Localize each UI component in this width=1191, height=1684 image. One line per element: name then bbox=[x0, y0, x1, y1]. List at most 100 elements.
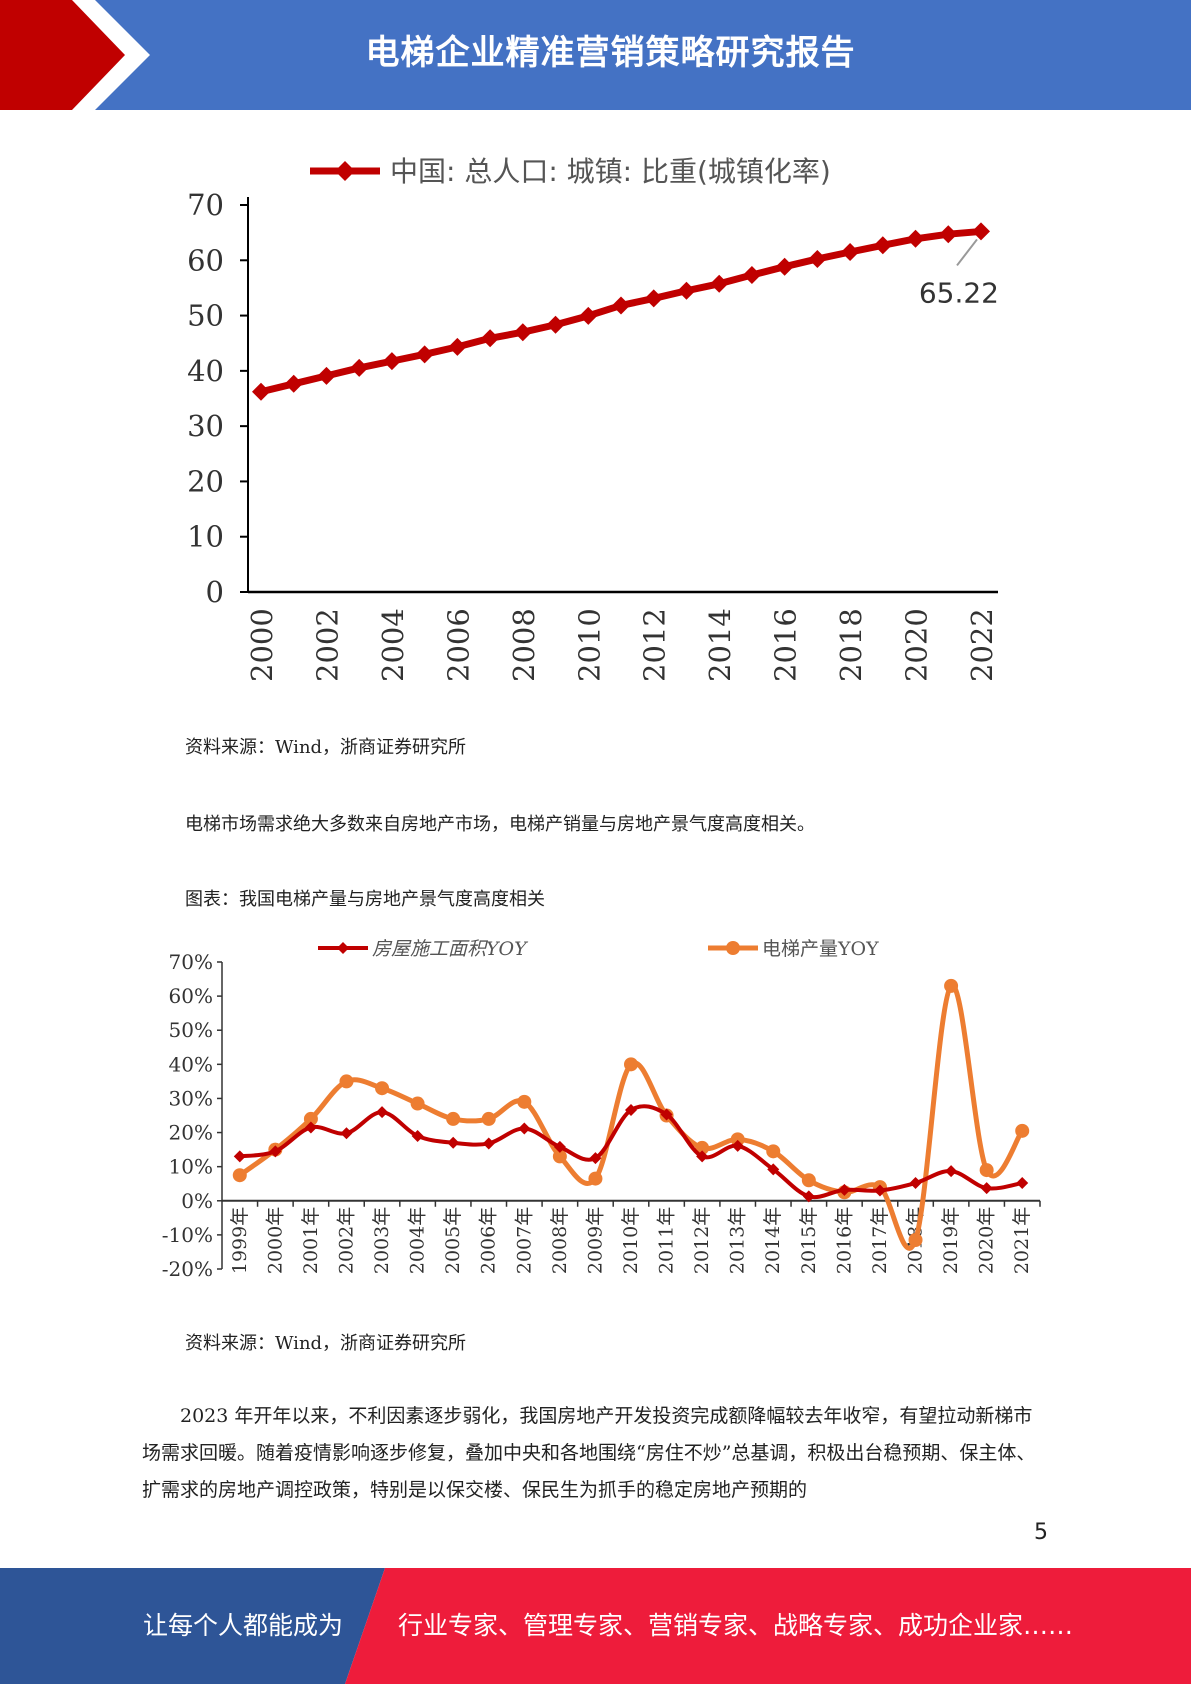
x-tick-label: 2016年 bbox=[833, 1207, 855, 1274]
data-point bbox=[303, 1111, 318, 1126]
x-tick-label: 2010 bbox=[572, 608, 606, 682]
x-tick-label: 2022 bbox=[965, 608, 999, 682]
data-point bbox=[801, 1173, 816, 1188]
x-tick-label: 1999年 bbox=[229, 1207, 251, 1274]
y-tick-label: 70 bbox=[187, 188, 224, 222]
x-tick-label: 2008 bbox=[507, 608, 541, 682]
y-tick-label: 20 bbox=[187, 464, 224, 498]
data-point bbox=[660, 1108, 673, 1121]
data-point bbox=[1016, 1177, 1029, 1190]
data-point bbox=[517, 1094, 532, 1109]
data-point bbox=[808, 249, 827, 268]
x-tick-label: 2012 bbox=[638, 608, 672, 682]
data-point bbox=[775, 257, 794, 276]
data-point bbox=[340, 1127, 353, 1140]
data-point bbox=[448, 337, 467, 356]
data-point bbox=[742, 266, 761, 285]
legend: 中国: 总人口: 城镇: 比重(城镇化率) bbox=[310, 155, 831, 188]
x-tick-label: 2020 bbox=[900, 608, 934, 682]
x-tick-label: 2014 bbox=[703, 608, 737, 682]
data-point bbox=[579, 306, 598, 325]
x-tick-label: 2017年 bbox=[869, 1207, 891, 1274]
data-point bbox=[644, 289, 663, 308]
page-footer: 让每个人都能成为 行业专家、管理专家、营销专家、战略专家、成功企业家…… bbox=[0, 1568, 1191, 1684]
figure-title: 图表：我国电梯产量与房地产景气度高度相关 bbox=[185, 889, 545, 910]
header-chevron-icon bbox=[0, 0, 150, 110]
x-tick-label: 2004 bbox=[376, 608, 410, 682]
y-tick-label: 30 bbox=[187, 409, 224, 443]
y-tick-label: -20% bbox=[162, 1257, 213, 1281]
data-point bbox=[447, 1136, 460, 1149]
x-tick-label: 2013年 bbox=[727, 1207, 749, 1274]
data-point bbox=[553, 1140, 566, 1153]
data-point bbox=[375, 1081, 390, 1096]
y-tick-label: 50 bbox=[187, 299, 224, 333]
footer-left-shape bbox=[0, 1568, 385, 1684]
data-point bbox=[481, 1111, 496, 1126]
data-point bbox=[980, 1182, 993, 1195]
data-point bbox=[677, 281, 696, 300]
x-tick-label: 2016 bbox=[769, 608, 803, 682]
data-point bbox=[339, 1074, 354, 1089]
data-point bbox=[625, 1104, 637, 1117]
x-tick-label: 2012年 bbox=[691, 1207, 713, 1274]
data-point bbox=[766, 1144, 781, 1159]
data-point bbox=[696, 1150, 709, 1163]
data-point bbox=[410, 1096, 425, 1111]
y-tick-label: 40 bbox=[187, 354, 224, 388]
data-point bbox=[944, 978, 959, 993]
legend-label: 房屋施工面积YOY bbox=[372, 938, 529, 960]
data-point bbox=[906, 229, 925, 248]
body-paragraph: 2023 年开年以来，不利因素逐步弱化，我国房地产开发投资完成额降幅较去年收窄，… bbox=[142, 1405, 1036, 1501]
x-tick-label: 2003年 bbox=[371, 1207, 393, 1274]
x-tick-label: 2000 bbox=[245, 608, 279, 682]
data-point bbox=[304, 1121, 317, 1134]
y-tick-label: 60% bbox=[169, 984, 213, 1008]
legend-marker bbox=[335, 161, 355, 181]
y-tick-label: -10% bbox=[162, 1223, 213, 1247]
y-tick-label: 0 bbox=[206, 575, 224, 609]
data-point bbox=[909, 1177, 922, 1190]
source-caption-1: 资料来源：Wind，浙商证券研究所 bbox=[185, 737, 467, 758]
data-point bbox=[252, 382, 270, 401]
data-point bbox=[873, 1184, 886, 1197]
x-tick-label: 2006年 bbox=[478, 1207, 500, 1274]
data-point bbox=[376, 1106, 389, 1119]
intro-text: 电梯市场需求绝大多数来自房地产市场，电梯产销量与房地产景气度高度相关。 bbox=[185, 814, 815, 835]
y-tick-label: 60 bbox=[187, 243, 224, 277]
report-title: 电梯企业精准营销策略研究报告 bbox=[365, 33, 856, 73]
y-tick-label: 0% bbox=[181, 1189, 213, 1213]
y-tick-label: 30% bbox=[169, 1086, 213, 1110]
x-tick-label: 2006 bbox=[441, 608, 475, 682]
data-point bbox=[513, 323, 532, 342]
legend-label: 中国: 总人口: 城镇: 比重(城镇化率) bbox=[390, 155, 831, 188]
x-tick-label: 2010年 bbox=[620, 1207, 642, 1274]
series-line bbox=[239, 1104, 1023, 1200]
elevator-real-estate-chart: 房屋施工面积YOY 电梯产量YOY 70% 60% 50% 40% 30% 20% 10% 0% -… bbox=[162, 938, 1041, 1281]
annotation-label: 65.22 bbox=[919, 276, 999, 309]
data-point bbox=[588, 1171, 603, 1186]
data-point bbox=[233, 1150, 246, 1163]
urbanization-line-chart: 中国: 总人口: 城镇: 比重(城镇化率) 0 10 20 30 40 50 60 70 2000… bbox=[187, 155, 999, 682]
data-point bbox=[908, 1233, 923, 1248]
x-tick-label: 2018 bbox=[834, 608, 868, 682]
data-point bbox=[873, 236, 892, 255]
data-point bbox=[552, 1149, 567, 1164]
x-tick-label: 2009年 bbox=[584, 1207, 606, 1274]
x-tick-label: 2021年 bbox=[1011, 1207, 1033, 1274]
data-point bbox=[446, 1111, 461, 1126]
data-point bbox=[481, 329, 500, 348]
data-point bbox=[972, 222, 990, 241]
x-tick-label: 2008年 bbox=[549, 1207, 571, 1274]
data-point bbox=[767, 1163, 780, 1176]
data-point bbox=[624, 1057, 638, 1072]
y-tick-label: 10 bbox=[187, 520, 224, 554]
page-number: 5 bbox=[1034, 1520, 1048, 1545]
x-tick-label: 2020年 bbox=[976, 1207, 998, 1274]
data-point bbox=[612, 296, 630, 315]
footer-banner-shape bbox=[0, 1568, 1191, 1684]
y-tick-label: 70% bbox=[169, 950, 213, 974]
data-point bbox=[979, 1163, 994, 1178]
x-tick-label: 2005年 bbox=[442, 1207, 464, 1274]
x-tick-label: 2011年 bbox=[656, 1207, 678, 1274]
